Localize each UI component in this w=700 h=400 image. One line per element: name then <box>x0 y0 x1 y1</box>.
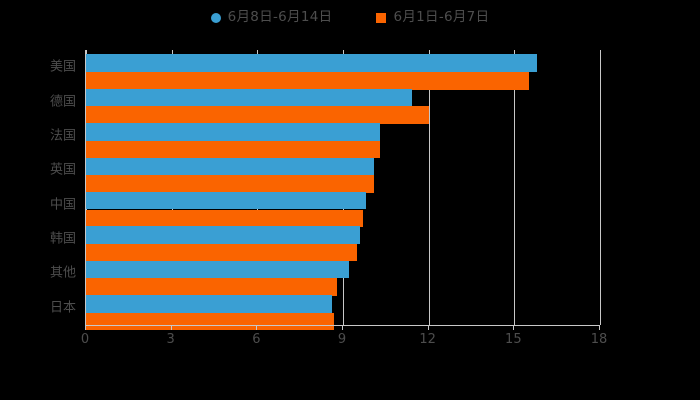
category-label-0: 美国 <box>49 59 76 75</box>
bar-中国-series-1[interactable] <box>86 209 363 227</box>
bar-中国-series-0[interactable] <box>86 191 366 210</box>
bar-group: 德国 <box>50 84 600 124</box>
category-label-1: 德国 <box>49 94 76 110</box>
bar-日本-series-0[interactable] <box>86 295 332 313</box>
category-label-7: 日本 <box>49 300 76 316</box>
legend-entry-series-0[interactable]: 6月8日-6月14日 <box>210 9 333 26</box>
legend-marker-square-icon <box>376 13 387 23</box>
category-label-5: 韩国 <box>49 231 76 247</box>
x-tick-18 <box>599 325 600 330</box>
bar-德国-series-1[interactable] <box>86 106 429 124</box>
x-tick-0 <box>85 325 86 330</box>
bar-rows: 美国德国法国英国中国韩国其他日本 <box>50 50 600 331</box>
bar-英国-series-0[interactable] <box>86 157 375 176</box>
bar-group: 韩国 <box>50 222 600 262</box>
x-tick-label-3: 3 <box>166 332 175 347</box>
gridline-12 <box>428 50 430 325</box>
bar-美国-series-1[interactable] <box>86 72 529 90</box>
legend-label-series-0: 6月8日-6月14日 <box>227 9 333 26</box>
plot-area: 美国德国法国英国中国韩国其他日本 <box>50 50 601 331</box>
x-tick-label-9: 9 <box>337 332 347 347</box>
x-tick-15 <box>513 325 515 330</box>
legend-marker-circle-icon <box>210 13 221 23</box>
category-label-3: 英国 <box>49 162 76 178</box>
bar-韩国-series-0[interactable] <box>86 226 361 244</box>
bar-group: 其他 <box>50 256 600 296</box>
bar-其他-series-0[interactable] <box>86 260 349 279</box>
bar-法国-series-1[interactable] <box>86 140 381 159</box>
bar-日本-series-1[interactable] <box>86 312 335 331</box>
gridline-15 <box>514 50 516 325</box>
x-tick-label-15: 15 <box>505 332 522 347</box>
chart-legend: 6月8日-6月14日 6月1日-6月7日 <box>0 6 700 30</box>
bar-韩国-series-1[interactable] <box>86 243 358 262</box>
x-tick-label-6: 6 <box>252 332 261 347</box>
bar-英国-series-1[interactable] <box>86 175 375 193</box>
bar-group: 英国 <box>50 153 600 193</box>
bar-group: 法国 <box>50 119 600 159</box>
x-tick-3 <box>170 325 172 330</box>
x-tick-label-0: 0 <box>80 332 90 347</box>
bar-group: 中国 <box>50 188 600 227</box>
bar-美国-series-0[interactable] <box>86 54 538 72</box>
category-label-6: 其他 <box>49 265 76 281</box>
bar-德国-series-0[interactable] <box>86 88 412 107</box>
x-tick-6 <box>256 325 258 330</box>
bar-group: 日本 <box>50 291 600 331</box>
x-tick-9 <box>342 325 343 330</box>
bar-其他-series-1[interactable] <box>86 278 338 296</box>
bar-group: 美国 <box>50 50 600 90</box>
bar-法国-series-0[interactable] <box>86 123 381 141</box>
x-tick-12 <box>427 325 429 330</box>
x-tick-label-12: 12 <box>419 332 436 347</box>
legend-label-series-1: 6月1日-6月7日 <box>393 9 490 26</box>
category-label-4: 中国 <box>49 197 76 213</box>
category-label-2: 法国 <box>49 128 76 144</box>
x-tick-label-18: 18 <box>590 332 608 347</box>
gridline-18 <box>600 50 601 325</box>
legend-entry-series-1[interactable]: 6月1日-6月7日 <box>376 11 489 25</box>
